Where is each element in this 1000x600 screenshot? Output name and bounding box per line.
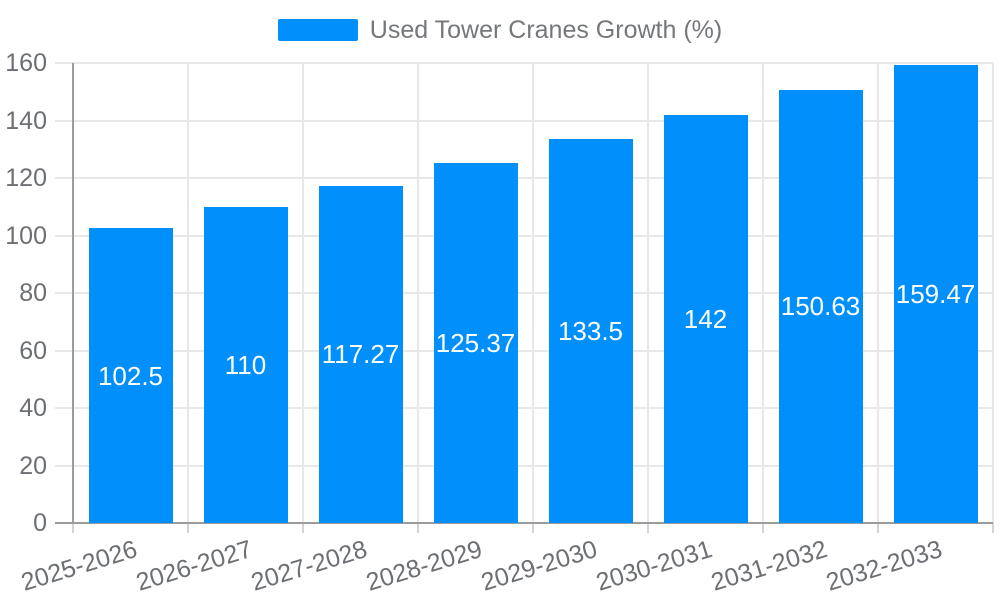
x-gridline (417, 63, 419, 523)
x-axis-tick (302, 523, 304, 533)
y-axis-tick-label: 60 (19, 336, 47, 365)
y-axis-tick-label: 80 (19, 279, 47, 307)
y-gridline (55, 234, 993, 237)
x-axis-tick (417, 523, 419, 533)
y-gridline (55, 407, 993, 409)
y-axis-tick-label: 140 (5, 106, 47, 135)
y-axis-tick-label: 20 (19, 451, 47, 480)
y-axis-tick-label: 40 (19, 394, 47, 422)
bar-value-label: 125.37 (435, 327, 516, 358)
x-axis-category-label: 2028-2029 (362, 535, 486, 597)
bar-value-label: 102.5 (97, 360, 164, 391)
legend-item[interactable]: Used Tower Cranes Growth (%) (0, 16, 1000, 44)
x-gridline (302, 63, 304, 523)
x-axis-category-label: 2027-2028 (247, 535, 371, 597)
bar[interactable]: 125.37 (433, 162, 518, 523)
bar[interactable]: 110 (203, 206, 288, 523)
y-axis-tick-label: 0 (33, 509, 47, 537)
x-axis-tick (72, 523, 74, 533)
x-gridline (647, 63, 649, 523)
bar[interactable]: 150.63 (778, 89, 863, 523)
bar-value-label: 117.27 (321, 339, 400, 370)
x-axis-tick (532, 523, 534, 533)
bar[interactable]: 159.47 (893, 64, 978, 523)
bar-value-label: 110 (224, 349, 267, 380)
bar[interactable]: 102.5 (88, 228, 173, 523)
x-axis-line (55, 522, 993, 524)
y-axis-tick-label: 100 (5, 221, 47, 250)
x-axis-tick (187, 523, 189, 533)
bar-value-label: 142 (683, 303, 728, 334)
bar-value-label: 150.63 (780, 291, 861, 322)
y-gridline (55, 62, 993, 64)
x-gridline (187, 63, 189, 523)
bar-value-label: 133.5 (557, 316, 624, 347)
y-axis-tick-label: 120 (5, 164, 47, 192)
x-axis-category-label: 2029-2030 (477, 535, 601, 597)
bar[interactable]: 142 (663, 114, 748, 523)
x-axis-category-label: 2031-2032 (707, 535, 831, 597)
y-gridline (55, 292, 993, 294)
x-axis-tick (762, 523, 764, 533)
bar[interactable]: 133.5 (548, 139, 633, 523)
bar[interactable]: 117.27 (318, 185, 403, 523)
legend-label: Used Tower Cranes Growth (%) (369, 16, 723, 44)
x-axis-tick (992, 523, 994, 533)
x-axis-category-label: 2025-2026 (17, 535, 141, 597)
y-gridline (55, 177, 993, 179)
x-axis-category-label: 2026-2027 (132, 535, 256, 597)
x-axis-tick (877, 523, 879, 533)
x-gridline (992, 63, 994, 523)
y-gridline (55, 464, 993, 467)
y-gridline (55, 119, 993, 122)
x-axis-category-label: 2032-2033 (822, 535, 946, 597)
x-axis-tick (647, 523, 649, 533)
x-axis-category-label: 2030-2031 (592, 535, 716, 597)
y-axis-line (72, 63, 74, 523)
legend-swatch (277, 19, 358, 41)
x-gridline (877, 63, 879, 523)
x-gridline (532, 63, 534, 523)
bar-value-label: 159.47 (895, 278, 976, 309)
x-gridline (762, 63, 764, 523)
y-gridline (55, 349, 993, 352)
y-axis-tick-label: 160 (5, 49, 47, 77)
